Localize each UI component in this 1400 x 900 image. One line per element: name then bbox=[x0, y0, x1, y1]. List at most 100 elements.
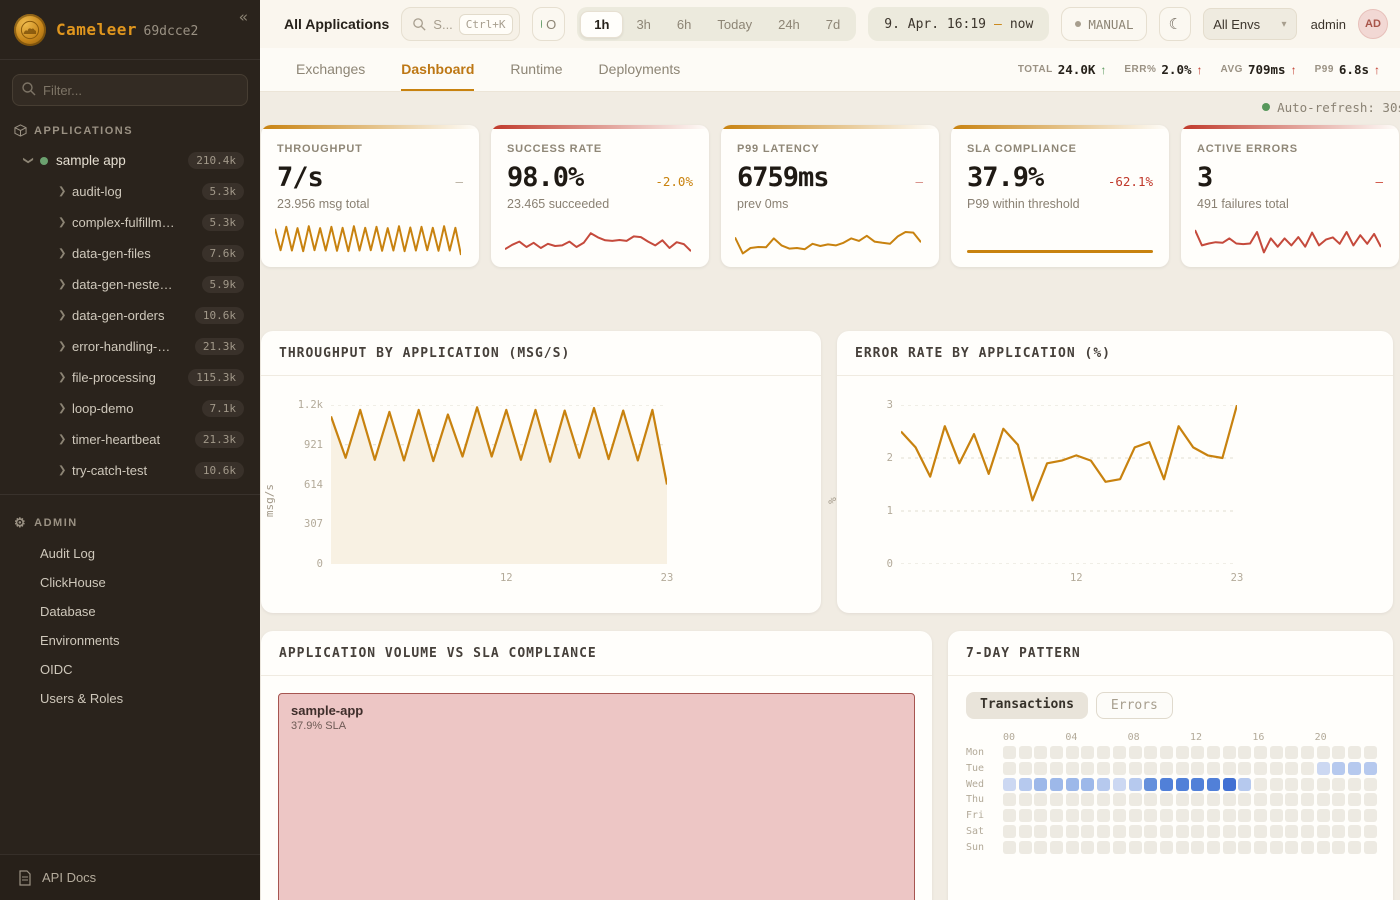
heatmap-cell[interactable] bbox=[1065, 809, 1079, 823]
heatmap-cell[interactable] bbox=[1112, 761, 1126, 775]
heatmap-cell[interactable] bbox=[1097, 761, 1111, 775]
pattern-toggle-errors[interactable]: Errors bbox=[1095, 692, 1173, 719]
heatmap-cell[interactable] bbox=[1003, 746, 1016, 759]
heatmap-cell[interactable] bbox=[1018, 824, 1032, 838]
heatmap-cell[interactable] bbox=[1222, 777, 1236, 791]
sidebar-item-loop-demo[interactable]: loop-demo 7.1k bbox=[0, 393, 260, 424]
heatmap-cell[interactable] bbox=[1175, 824, 1189, 838]
heatmap-cell[interactable] bbox=[1222, 840, 1236, 854]
heatmap-cell[interactable] bbox=[1112, 746, 1126, 759]
heatmap-cell[interactable] bbox=[1159, 777, 1173, 791]
heatmap-cell[interactable] bbox=[1332, 777, 1346, 791]
kpi-card-sla-compliance[interactable]: SLA COMPLIANCE 37.9% -62.1% P99 within thre… bbox=[951, 125, 1169, 267]
heatmap-cell[interactable] bbox=[1254, 777, 1267, 791]
heatmap-cell[interactable] bbox=[1238, 777, 1252, 791]
dark-mode-toggle[interactable]: ☾ bbox=[1159, 7, 1192, 41]
heatmap-cell[interactable] bbox=[1144, 793, 1158, 807]
heatmap-cell[interactable] bbox=[1316, 793, 1330, 807]
heatmap-cell[interactable] bbox=[1065, 840, 1079, 854]
heatmap-cell[interactable] bbox=[1254, 746, 1267, 759]
heatmap-cell[interactable] bbox=[1348, 793, 1362, 807]
heatmap-cell[interactable] bbox=[1316, 746, 1330, 759]
heatmap-cell[interactable] bbox=[1034, 761, 1048, 775]
tab-dashboard[interactable]: Dashboard bbox=[401, 48, 475, 91]
sidebar-item-data-gen-files[interactable]: data-gen-files 7.6k bbox=[0, 238, 260, 269]
heatmap-cell[interactable] bbox=[1206, 777, 1220, 791]
heatmap-cell[interactable] bbox=[1065, 793, 1079, 807]
heatmap-cell[interactable] bbox=[1081, 746, 1095, 759]
chevron-right-icon[interactable] bbox=[58, 465, 72, 476]
heatmap-cell[interactable] bbox=[1191, 824, 1205, 838]
environment-select[interactable]: All Envs ▾ bbox=[1203, 8, 1297, 40]
heatmap-cell[interactable] bbox=[1254, 761, 1267, 775]
sidebar-item-try-catch-test[interactable]: try-catch-test 10.6k bbox=[0, 455, 260, 486]
tab-runtime[interactable]: Runtime bbox=[510, 60, 563, 77]
chevron-right-icon[interactable] bbox=[58, 217, 72, 228]
admin-item-clickhouse[interactable]: ClickHouse bbox=[40, 575, 106, 590]
heatmap-cell[interactable] bbox=[1081, 809, 1095, 823]
heatmap-cell[interactable] bbox=[1206, 824, 1220, 838]
heatmap-cell[interactable] bbox=[1238, 793, 1252, 807]
heatmap-cell[interactable] bbox=[1316, 809, 1330, 823]
heatmap-cell[interactable] bbox=[1003, 777, 1016, 791]
heatmap-cell[interactable] bbox=[1112, 809, 1126, 823]
heatmap-cell[interactable] bbox=[1285, 793, 1299, 807]
heatmap-cell[interactable] bbox=[1065, 761, 1079, 775]
heatmap-cell[interactable] bbox=[1097, 746, 1111, 759]
heatmap-cell[interactable] bbox=[1254, 824, 1267, 838]
heatmap-cell[interactable] bbox=[1363, 809, 1377, 823]
heatmap-cell[interactable] bbox=[1348, 777, 1362, 791]
heatmap-cell[interactable] bbox=[1034, 746, 1048, 759]
admin-item-environments[interactable]: Environments bbox=[40, 633, 120, 648]
kpi-card-p99-latency[interactable]: P99 LATENCY 6759ms – prev 0ms bbox=[721, 125, 939, 267]
heatmap-cell[interactable] bbox=[1097, 809, 1111, 823]
heatmap-cell[interactable] bbox=[1050, 777, 1064, 791]
sidebar-item-data-gen-neste[interactable]: data-gen-neste… 5.9k bbox=[0, 269, 260, 300]
heatmap-cell[interactable] bbox=[1144, 761, 1158, 775]
heatmap-cell[interactable] bbox=[1018, 809, 1032, 823]
heatmap-cell[interactable] bbox=[1034, 809, 1048, 823]
heatmap-cell[interactable] bbox=[1034, 824, 1048, 838]
heatmap-cell[interactable] bbox=[1018, 761, 1032, 775]
heatmap-cell[interactable] bbox=[1159, 809, 1173, 823]
heatmap-cell[interactable] bbox=[1128, 761, 1142, 775]
heatmap-cell[interactable] bbox=[1159, 824, 1173, 838]
heatmap-cell[interactable] bbox=[1254, 840, 1267, 854]
heatmap-cell[interactable] bbox=[1081, 793, 1095, 807]
heatmap-cell[interactable] bbox=[1112, 793, 1126, 807]
heatmap-cell[interactable] bbox=[1191, 777, 1205, 791]
heatmap-cell[interactable] bbox=[1301, 793, 1315, 807]
heatmap-cell[interactable] bbox=[1191, 840, 1205, 854]
heatmap-cell[interactable] bbox=[1081, 840, 1095, 854]
heatmap-cell[interactable] bbox=[1285, 824, 1299, 838]
heatmap-cell[interactable] bbox=[1222, 746, 1236, 759]
heatmap-cell[interactable] bbox=[1316, 761, 1330, 775]
heatmap-cell[interactable] bbox=[1363, 793, 1377, 807]
heatmap-cell[interactable] bbox=[1316, 824, 1330, 838]
heatmap-cell[interactable] bbox=[1285, 777, 1299, 791]
heatmap-cell[interactable] bbox=[1018, 793, 1032, 807]
heatmap-cell[interactable] bbox=[1254, 809, 1267, 823]
heatmap-cell[interactable] bbox=[1065, 746, 1079, 759]
heatmap-cell[interactable] bbox=[1097, 840, 1111, 854]
heatmap-cell[interactable] bbox=[1363, 777, 1377, 791]
heatmap-cell[interactable] bbox=[1128, 793, 1142, 807]
heatmap-cell[interactable] bbox=[1222, 761, 1236, 775]
heatmap-cell[interactable] bbox=[1003, 824, 1016, 838]
tab-deployments[interactable]: Deployments bbox=[598, 60, 681, 77]
heatmap-cell[interactable] bbox=[1238, 824, 1252, 838]
heatmap-cell[interactable] bbox=[1128, 777, 1142, 791]
heatmap-cell[interactable] bbox=[1050, 761, 1064, 775]
heatmap-cell[interactable] bbox=[1050, 824, 1064, 838]
heatmap-cell[interactable] bbox=[1081, 777, 1095, 791]
heatmap-cell[interactable] bbox=[1206, 793, 1220, 807]
heatmap-cell[interactable] bbox=[1175, 777, 1189, 791]
heatmap-cell[interactable] bbox=[1206, 746, 1220, 759]
heatmap-cell[interactable] bbox=[1238, 761, 1252, 775]
heatmap-cell[interactable] bbox=[1206, 761, 1220, 775]
heatmap-cell[interactable] bbox=[1159, 793, 1173, 807]
admin-item-users-roles[interactable]: Users & Roles bbox=[40, 691, 124, 706]
heatmap-cell[interactable] bbox=[1238, 840, 1252, 854]
chevron-right-icon[interactable] bbox=[58, 279, 72, 290]
sidebar-item-sample-app[interactable]: sample app 210.4k bbox=[0, 145, 260, 176]
